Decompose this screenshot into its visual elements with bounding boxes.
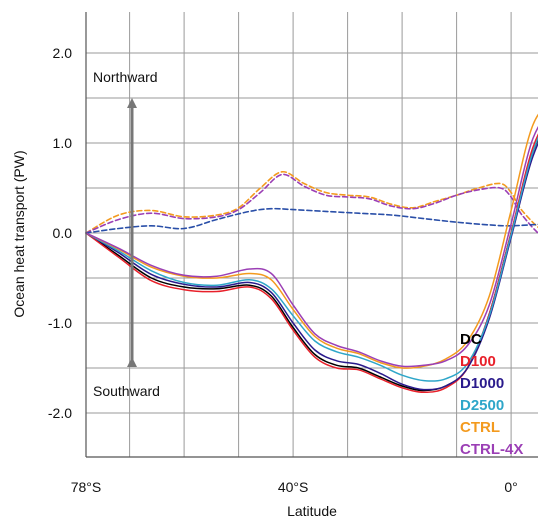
x-tick-label: 40°S [278, 479, 309, 495]
series-lines [85, 113, 538, 394]
series-line-dashed [85, 173, 538, 235]
series-line-dc [85, 137, 538, 392]
series-line-dashed [85, 207, 538, 234]
series-line-d2500 [85, 136, 538, 382]
series-line-ctrl [85, 113, 538, 369]
series-line-ctrl-4x [85, 126, 538, 368]
legend-label-d1000: D1000 [460, 375, 504, 392]
northward-annotation: Northward [93, 69, 158, 85]
y-tick-label: 0.0 [53, 225, 73, 241]
y-tick-label: -2.0 [48, 405, 72, 421]
legend-label-ctrl: CTRL [460, 419, 500, 436]
legend-label-d100: D100 [460, 353, 496, 370]
legend-label-d2500: D2500 [460, 397, 504, 414]
series-line-dashed [85, 170, 538, 234]
x-tick-label: 0° [504, 479, 517, 495]
y-axis-title: Ocean heat transport (PW) [11, 150, 27, 317]
southward-annotation: Southward [93, 383, 160, 399]
y-tick-label: 2.0 [53, 45, 73, 61]
tick-labels: 78°S40°S0°40°N80°N2.01.00.0-1.0-2.0 [48, 45, 518, 495]
plot-frame [85, 12, 538, 458]
series-line-d100 [85, 133, 538, 394]
y-tick-label: -1.0 [48, 315, 72, 331]
x-axis-title: Latitude [287, 503, 337, 519]
y-tick-label: 1.0 [53, 135, 73, 151]
x-tick-label: 78°S [71, 479, 102, 495]
legend: DC D100 D1000 D2500 CTRL CTRL-4X [460, 331, 523, 458]
series-line-d1000 [85, 141, 538, 391]
legend-label-ctrl-4x: CTRL-4X [460, 441, 523, 458]
legend-label-dc: DC [460, 331, 482, 348]
